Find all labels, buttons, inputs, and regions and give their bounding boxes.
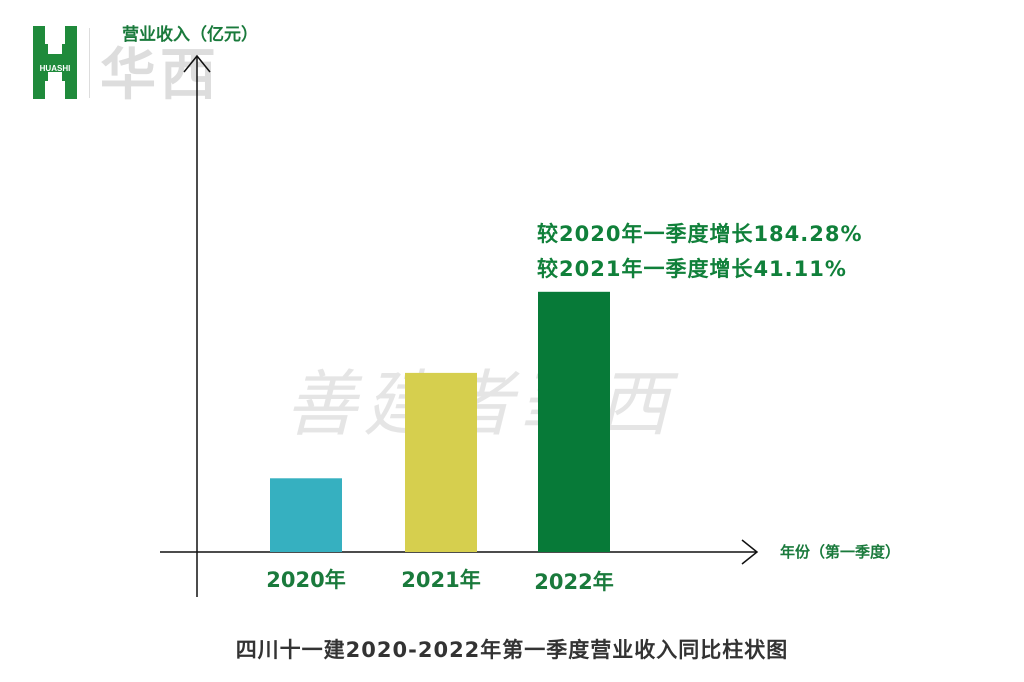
x-axis-arrow bbox=[741, 539, 759, 565]
bar-2020 bbox=[270, 478, 342, 552]
huashi-logo: HUASHI bbox=[33, 26, 77, 99]
logo-divider bbox=[89, 28, 90, 98]
bar-2022 bbox=[538, 291, 610, 552]
chart-title: 四川十一建2020-2022年第一季度营业收入同比柱状图 bbox=[235, 638, 789, 662]
x-tick-label: 2022年 bbox=[534, 570, 613, 594]
y-axis-label: 营业收入（亿元） bbox=[122, 25, 258, 45]
x-tick-label: 2020年 bbox=[266, 568, 345, 592]
x-axis-label: 年份（第一季度） bbox=[780, 543, 901, 561]
x-tick-label: 2021年 bbox=[401, 568, 480, 592]
logo-text: HUASHI bbox=[39, 64, 71, 73]
annotation-vs-2021: 较2021年一季度增长41.11% bbox=[537, 257, 847, 281]
annotation-vs-2020: 较2020年一季度增长184.28% bbox=[537, 222, 863, 246]
y-axis-arrow bbox=[183, 54, 211, 73]
bar-2021 bbox=[405, 372, 477, 552]
